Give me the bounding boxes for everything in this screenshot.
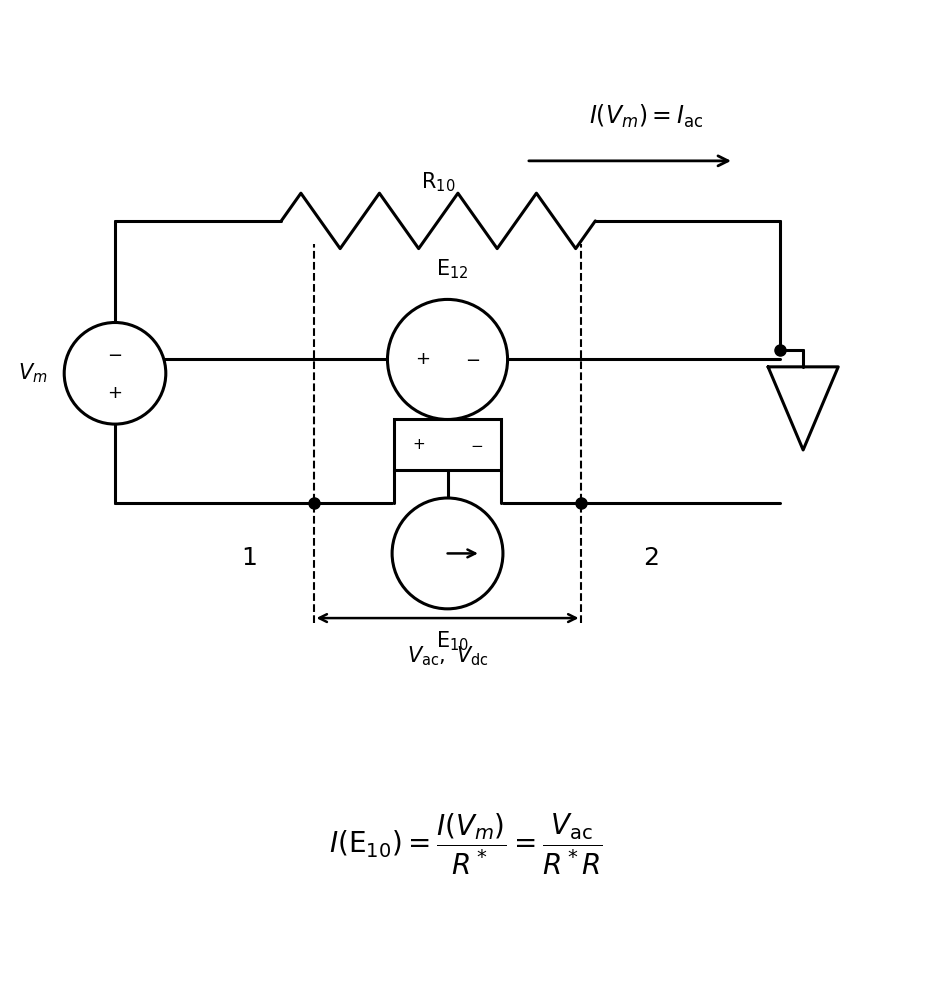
Text: $\mathrm{E}_{12}$: $\mathrm{E}_{12}$ <box>436 257 469 281</box>
Text: $-$: $-$ <box>465 351 480 369</box>
Text: $\mathit{I}\left(\mathrm{E}_{10}\right)=\dfrac{\mathit{I}\left(V_m\right)}{R^*}=: $\mathit{I}\left(\mathrm{E}_{10}\right)=… <box>329 812 603 877</box>
Text: $V_m$: $V_m$ <box>18 362 48 385</box>
Bar <box>394 419 500 470</box>
Text: $+$: $+$ <box>412 437 425 452</box>
Text: $\mathrm{E}_{10}$: $\mathrm{E}_{10}$ <box>435 629 469 652</box>
Text: $+$: $+$ <box>415 351 430 369</box>
Text: $+$: $+$ <box>107 383 123 401</box>
Text: $V_{\mathrm{ac}},\ V_{\mathrm{dc}}$: $V_{\mathrm{ac}},\ V_{\mathrm{dc}}$ <box>406 644 488 667</box>
Circle shape <box>64 323 166 424</box>
Text: $-$: $-$ <box>470 437 483 452</box>
Circle shape <box>388 300 508 419</box>
Text: $\mathit{I}\left(V_m\right)=I_{\mathrm{ac}}$: $\mathit{I}\left(V_m\right)=I_{\mathrm{a… <box>589 103 704 130</box>
Text: $-$: $-$ <box>107 345 123 363</box>
Text: $\mathrm{R}_{10}$: $\mathrm{R}_{10}$ <box>421 170 456 194</box>
Circle shape <box>392 498 503 609</box>
Text: 2: 2 <box>643 546 659 570</box>
Text: 1: 1 <box>241 546 257 570</box>
